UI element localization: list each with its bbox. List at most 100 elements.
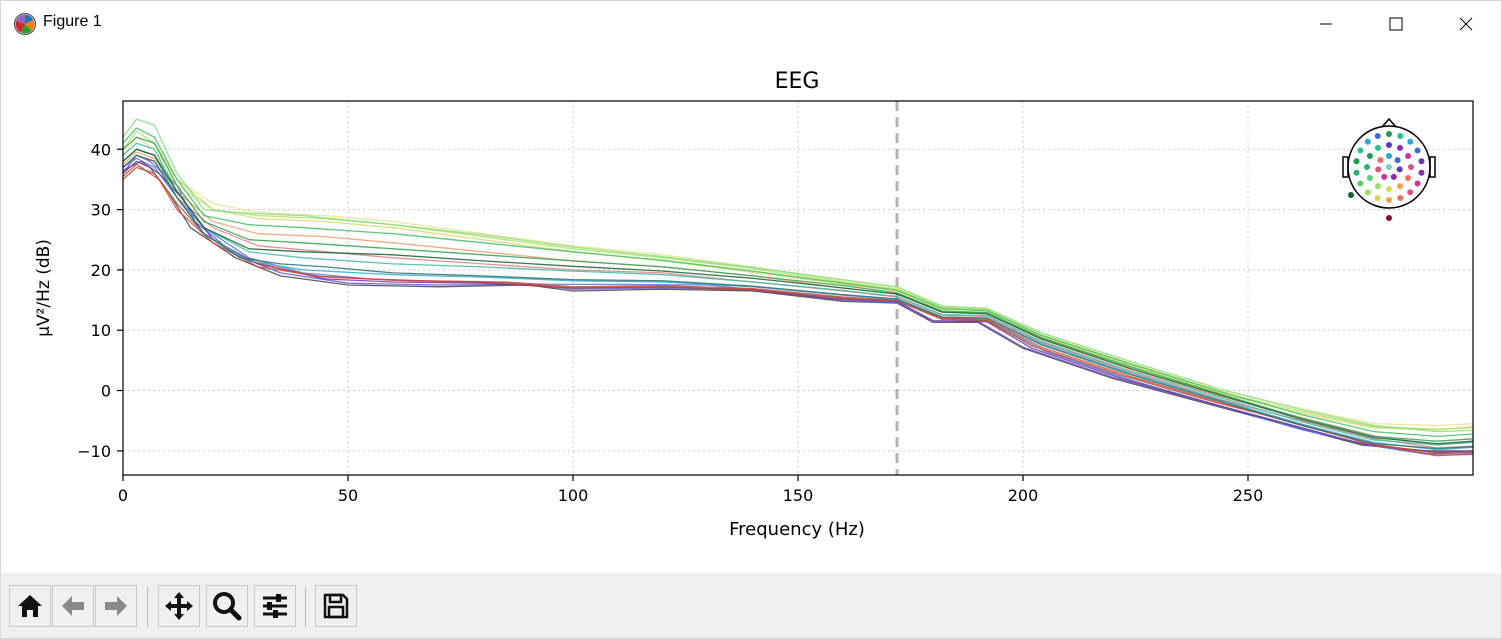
pan-move-icon (165, 592, 193, 620)
configure-subplots-button[interactable] (254, 585, 296, 627)
x-tick-label: 0 (118, 486, 128, 505)
sensor-dot (1357, 147, 1364, 154)
sensor-dot (1348, 192, 1354, 198)
home-button[interactable] (9, 585, 51, 627)
sensor-dot (1374, 133, 1381, 139)
sensor-dot (1386, 131, 1392, 137)
sensor-topomap-legend (1342, 117, 1436, 221)
sensor-dot (1366, 153, 1373, 159)
sensor-dot (1407, 138, 1414, 145)
close-icon (1459, 17, 1473, 31)
y-tick-label: 30 (91, 201, 111, 220)
back-button[interactable] (52, 585, 94, 627)
series-line-17 (122, 154, 1474, 450)
x-tick-label: 250 (1233, 486, 1264, 505)
sensor-dot (1386, 186, 1392, 192)
sensor-dot (1405, 175, 1412, 181)
sensor-dot (1396, 166, 1403, 173)
sensor-dot (1408, 164, 1414, 170)
x-tick-label: 50 (338, 486, 358, 505)
nose-outline (1381, 117, 1397, 128)
grid-lines (123, 101, 1473, 475)
chart-title: EEG (775, 69, 820, 94)
maximize-button[interactable] (1361, 1, 1431, 47)
window-title: Figure 1 (43, 13, 102, 30)
x-tick-label: 100 (558, 486, 589, 505)
sensor-dot (1386, 153, 1392, 159)
pan-button[interactable] (158, 585, 200, 627)
sensor-dot (1375, 166, 1382, 173)
sensor-dot (1357, 180, 1364, 187)
sensor-dot (1390, 173, 1397, 180)
configure-subplots-icon (263, 594, 287, 618)
x-axis-ticks: 0 50 100 150 200 250 (118, 475, 1263, 505)
right-ear-outline (1429, 156, 1436, 178)
minimize-button[interactable] (1291, 1, 1361, 47)
toolbar-separator (305, 587, 306, 627)
x-tick-label: 200 (1008, 486, 1039, 505)
sensor-dot (1386, 215, 1392, 221)
sensor-dot (1405, 153, 1412, 159)
series-line-1 (122, 160, 1473, 452)
sensor-dot (1375, 144, 1381, 151)
sensor-dot (1353, 158, 1360, 165)
left-ear-outline (1342, 156, 1349, 178)
sensor-dot (1375, 183, 1381, 190)
home-icon (18, 595, 42, 617)
series-line-13 (122, 127, 1474, 438)
sensor-dot (1364, 164, 1370, 170)
figure-canvas[interactable]: EEG 0 50 100 150 200 250 40 30 20 10 0 −10 Frequen… (1, 47, 1501, 573)
sensor-dot (1386, 197, 1392, 203)
sensor-dot (1394, 157, 1401, 164)
sensor-dot (1397, 144, 1403, 151)
sensor-dot (1377, 157, 1384, 164)
matplotlib-logo-icon (13, 12, 37, 36)
series-line-12 (122, 118, 1474, 433)
sensor-dot (1414, 180, 1421, 187)
sensor-dot (1418, 169, 1425, 176)
y-tick-label: −10 (77, 442, 111, 461)
series-line-18 (122, 148, 1474, 445)
sensor-dot (1397, 133, 1404, 139)
sensor-dot (1386, 164, 1392, 170)
x-axis-label: Frequency (Hz) (729, 519, 865, 540)
sensor-dot (1397, 195, 1404, 201)
y-tick-label: 40 (91, 140, 111, 159)
sensor-dots (1348, 131, 1425, 221)
y-axis-ticks: 40 30 20 10 0 −10 (77, 140, 123, 461)
save-button[interactable] (315, 585, 357, 627)
forward-button[interactable] (95, 585, 137, 627)
sensor-dot (1381, 173, 1388, 180)
y-tick-label: 20 (91, 261, 111, 280)
close-button[interactable] (1431, 1, 1501, 47)
x-tick-label: 150 (783, 486, 814, 505)
sensor-dot (1397, 183, 1403, 190)
sensor-dot (1364, 189, 1371, 196)
series-lines (122, 118, 1474, 457)
back-arrow-icon (62, 596, 84, 616)
zoom-magnifier-icon (213, 592, 242, 621)
forward-arrow-icon (105, 596, 127, 616)
zoom-button[interactable] (206, 585, 248, 627)
sensor-dot (1414, 147, 1421, 154)
series-line-9 (122, 148, 1474, 431)
sensor-dot (1353, 169, 1360, 176)
series-line-6 (122, 163, 1474, 456)
title-bar: Figure 1 (1, 1, 1501, 47)
y-axis-label: µV²/Hz (dB) (34, 239, 54, 337)
series-line-14 (122, 136, 1474, 442)
sensor-dot (1407, 189, 1414, 196)
y-tick-label: 0 (101, 382, 111, 401)
maximize-icon (1389, 17, 1403, 31)
sensor-dot (1366, 175, 1373, 181)
toolbar-separator (147, 587, 148, 627)
save-disk-icon (323, 593, 349, 619)
navigation-toolbar (1, 573, 1501, 638)
sensor-dot (1386, 142, 1392, 148)
sensor-dot (1418, 158, 1425, 165)
sensor-dot (1364, 138, 1371, 145)
sensor-dot (1374, 195, 1381, 201)
y-tick-label: 10 (91, 321, 111, 340)
